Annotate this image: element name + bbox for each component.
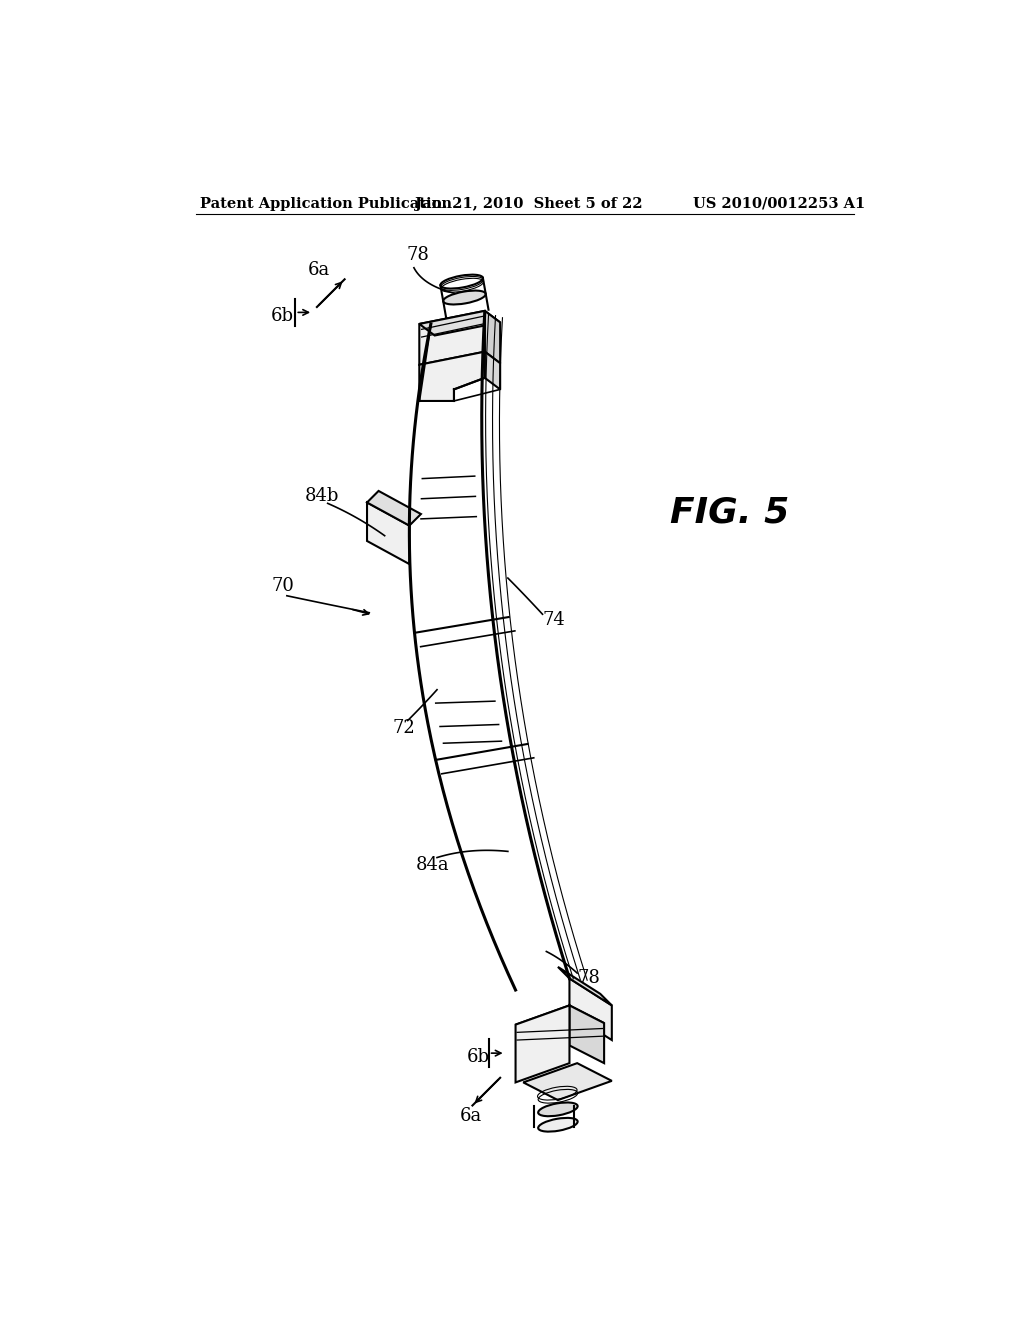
Ellipse shape: [539, 1102, 578, 1117]
Polygon shape: [367, 503, 410, 564]
Text: 6a: 6a: [307, 261, 330, 279]
Polygon shape: [419, 312, 484, 364]
Polygon shape: [515, 1006, 604, 1043]
Polygon shape: [419, 312, 500, 335]
Text: 78: 78: [407, 246, 429, 264]
Text: 6b: 6b: [467, 1048, 490, 1067]
Text: 72: 72: [392, 719, 415, 737]
Polygon shape: [569, 978, 611, 1040]
Polygon shape: [558, 966, 611, 1006]
Polygon shape: [515, 1006, 569, 1082]
Text: FIG. 5: FIG. 5: [670, 495, 788, 529]
Text: 6b: 6b: [270, 308, 294, 325]
Text: 70: 70: [271, 577, 294, 595]
Text: US 2010/0012253 A1: US 2010/0012253 A1: [692, 197, 865, 211]
Text: 78: 78: [578, 969, 600, 987]
Text: Jan. 21, 2010  Sheet 5 of 22: Jan. 21, 2010 Sheet 5 of 22: [416, 197, 643, 211]
Ellipse shape: [539, 1118, 578, 1131]
Polygon shape: [367, 491, 421, 525]
Ellipse shape: [443, 290, 485, 305]
Polygon shape: [523, 1063, 611, 1100]
Text: 74: 74: [543, 611, 565, 630]
Text: 84a: 84a: [416, 857, 450, 874]
Polygon shape: [569, 1006, 604, 1063]
Polygon shape: [419, 351, 484, 401]
Polygon shape: [484, 312, 500, 363]
Text: 6a: 6a: [460, 1107, 481, 1125]
Text: 84b: 84b: [304, 487, 339, 504]
Text: Patent Application Publication: Patent Application Publication: [200, 197, 452, 211]
Polygon shape: [484, 351, 500, 389]
